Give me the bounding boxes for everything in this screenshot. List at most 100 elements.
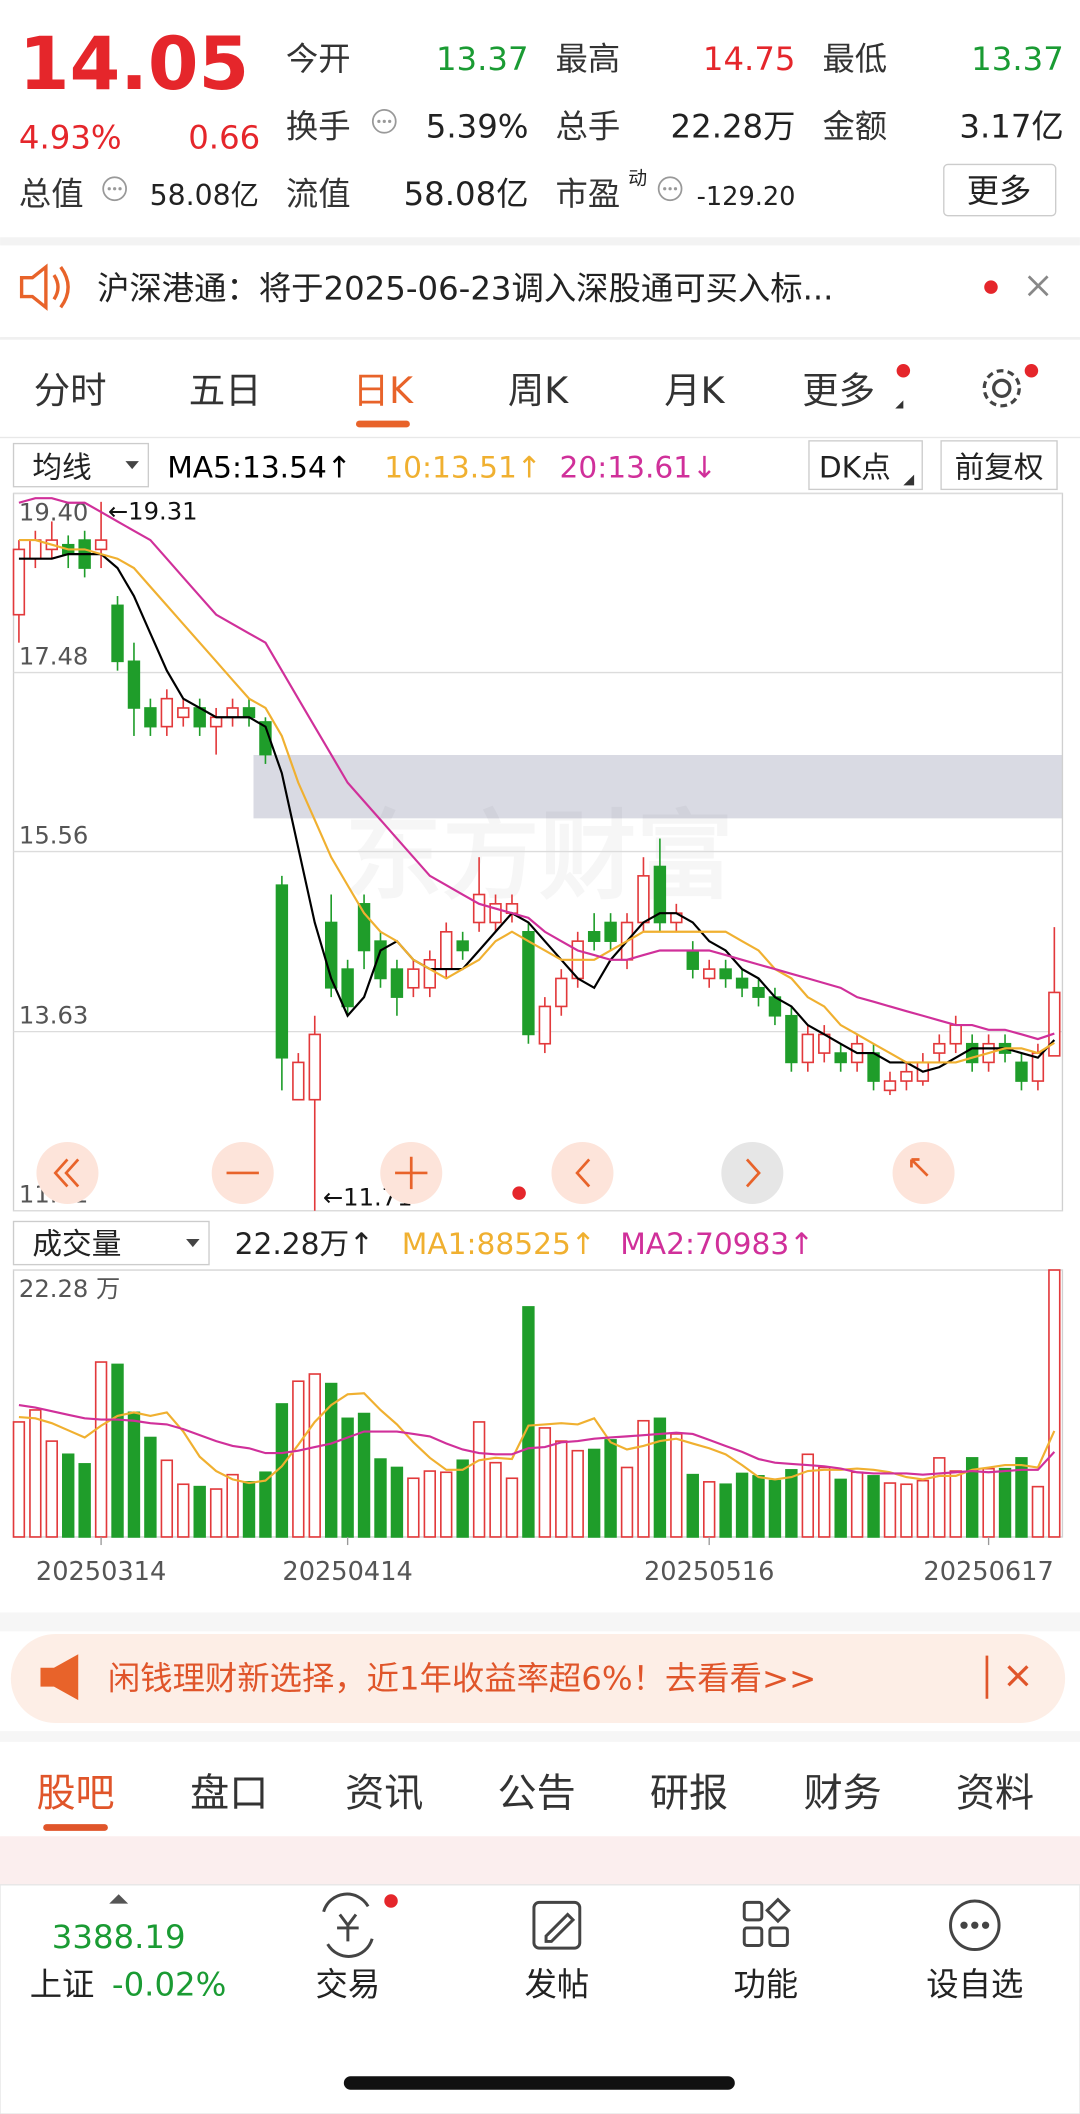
candle-body	[308, 1033, 321, 1101]
unread-dot	[1024, 364, 1039, 378]
nav-item[interactable]: 发帖	[525, 1965, 590, 2003]
more-button-label[interactable]: 更多	[967, 172, 1032, 210]
volume-bar	[1031, 1485, 1045, 1538]
candle-body	[111, 604, 124, 663]
selector-box[interactable]	[12, 1220, 210, 1266]
volume-bar	[768, 1479, 782, 1538]
candle-body	[324, 921, 338, 989]
page-dot	[512, 1186, 526, 1200]
index-value[interactable]: 3388.19	[52, 1918, 186, 1956]
selector-label[interactable]: 均线	[32, 449, 91, 484]
volume-bar	[111, 1363, 124, 1538]
volume-bar	[12, 1421, 26, 1538]
volume-bar	[850, 1471, 864, 1538]
y-tick-label: 22.28 万	[19, 1274, 120, 1303]
divider	[985, 1655, 989, 1699]
stat-label: 总手	[556, 108, 621, 146]
tab-underline	[43, 1824, 108, 1831]
nav-item[interactable]: 设自选	[926, 1965, 1023, 2003]
volume-bar	[982, 1467, 995, 1538]
stat-label: 换手	[286, 108, 351, 146]
speaker-icon	[19, 263, 70, 311]
candle-body	[686, 949, 699, 970]
more-button[interactable]	[943, 163, 1057, 217]
separator	[0, 337, 1080, 340]
volume-bar	[423, 1470, 437, 1538]
volume-bar	[670, 1433, 683, 1538]
legend-entry: 20:13.61↓	[560, 449, 717, 484]
banner-text[interactable]: 闲钱理财新选择，近1年收益率超6%！去看看>>	[108, 1659, 816, 1697]
content-tab[interactable]: 研报	[650, 1772, 728, 1817]
volume-bar	[160, 1459, 174, 1538]
candle-body	[1015, 1061, 1028, 1082]
tab-underline	[355, 420, 410, 428]
notice-text[interactable]: 沪深港通：将于2025-06-23调入深股通可买入标...	[97, 269, 833, 307]
volume-bar	[440, 1471, 453, 1538]
change-pct: 4.93%	[19, 118, 122, 156]
candle-body	[834, 1052, 847, 1064]
chart-nav-button[interactable]	[721, 1141, 784, 1204]
candle-body	[292, 1061, 305, 1101]
candle-body	[209, 716, 223, 728]
content-tab[interactable]: 财务	[804, 1772, 882, 1817]
chart-button[interactable]: DK点	[819, 449, 891, 484]
nav-item[interactable]: 功能	[733, 1965, 798, 2003]
volume-bar	[78, 1463, 91, 1538]
volume-bar	[259, 1471, 272, 1538]
volume-bar	[242, 1481, 256, 1538]
nav-item[interactable]: 交易	[316, 1965, 381, 2003]
banner-box[interactable]	[10, 1634, 1066, 1724]
close-icon[interactable]	[1027, 275, 1049, 297]
selector-box[interactable]	[12, 442, 150, 488]
dropdown-mark	[895, 400, 904, 409]
volume-bar	[883, 1482, 897, 1538]
unread-dot	[984, 280, 998, 294]
volume-bar	[735, 1472, 749, 1538]
content-tab[interactable]: 资讯	[345, 1772, 423, 1817]
volume-bar	[933, 1457, 946, 1538]
candle-body	[883, 1080, 897, 1092]
volume-bar	[834, 1478, 847, 1538]
period-tab[interactable]: 分时	[34, 369, 107, 412]
candle-body	[949, 1024, 962, 1045]
price-zone	[253, 755, 1063, 819]
candle-body	[472, 893, 486, 924]
volume-bar	[653, 1417, 667, 1538]
index-change: -0.02%	[112, 1965, 226, 2003]
volume-bar	[998, 1467, 1012, 1538]
candle-body	[440, 931, 453, 970]
watchlist-icon	[949, 1899, 1001, 1952]
stat-label: 流值	[286, 175, 351, 213]
candle-body	[735, 977, 749, 989]
period-tab[interactable]: 更多	[802, 369, 875, 412]
chart-button[interactable]: 前复权	[955, 449, 1044, 484]
candle-body	[637, 875, 650, 924]
settings-icon[interactable]	[982, 369, 1021, 408]
button-box[interactable]	[808, 440, 923, 491]
dropdown-mark	[903, 474, 915, 486]
stat-value: 3.17亿	[959, 108, 1063, 146]
period-tab[interactable]: 五日	[189, 369, 262, 412]
content-tab[interactable]: 股吧	[36, 1772, 114, 1817]
chart-nav-button[interactable]	[551, 1141, 614, 1204]
volume-bar	[538, 1427, 552, 1538]
candle-body	[94, 539, 108, 551]
candle-body	[144, 707, 157, 728]
period-tab[interactable]: 月K	[664, 369, 725, 412]
close-icon[interactable]	[1007, 1665, 1029, 1687]
content-tab[interactable]: 公告	[498, 1772, 576, 1817]
volume-bar	[407, 1477, 420, 1538]
button-box[interactable]	[940, 440, 1058, 491]
post-icon	[532, 1900, 582, 1950]
selector-label[interactable]: 成交量	[32, 1226, 121, 1261]
dropdown-mark	[186, 1239, 200, 1248]
content-tab[interactable]: 盘口	[190, 1772, 268, 1817]
content-tab[interactable]: 资料	[956, 1772, 1034, 1817]
period-tab[interactable]: 周K	[508, 369, 569, 412]
trade-icon	[322, 1892, 374, 1958]
period-tab[interactable]: 日K	[353, 369, 414, 412]
stat-label: 最高	[556, 40, 621, 78]
